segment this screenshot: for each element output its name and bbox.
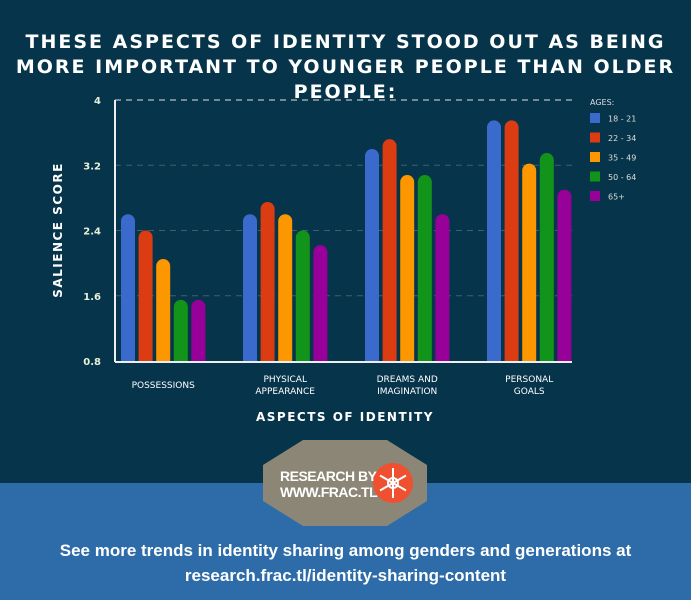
bar [295, 230, 310, 361]
legend-swatch [590, 113, 600, 123]
y-tick-label: 2.4 [83, 227, 101, 238]
bar [313, 245, 328, 361]
legend-label: 50 - 64 [608, 173, 636, 182]
title-line-1: THESE ASPECTS OF IDENTITY STOOD OUT AS B… [25, 31, 666, 53]
bar [539, 153, 554, 361]
bar [121, 214, 135, 361]
y-tick-label: 3.2 [83, 161, 101, 172]
y-tick-label: 0.8 [83, 357, 101, 368]
bar [278, 214, 293, 361]
bar [400, 175, 415, 361]
bar [435, 214, 450, 361]
y-tick-label: 1.6 [83, 292, 101, 303]
footer-link[interactable]: research.frac.tl/identity-sharing-conten… [184, 566, 507, 585]
snowflake-icon [373, 463, 413, 503]
badge-line-1: RESEARCH BY [280, 468, 377, 484]
footer-line-1: See more trends in identity sharing amon… [59, 541, 632, 560]
x-tick-label: GOALS [514, 387, 545, 397]
x-axis-label: ASPECTS OF IDENTITY [256, 410, 434, 424]
legend-label: 22 - 34 [608, 134, 636, 143]
title-line-2: MORE IMPORTANT TO YOUNGER PEOPLE THAN OL… [15, 56, 676, 103]
legend-swatch [590, 152, 600, 162]
y-axis-label: SALIENCE SCORE [51, 162, 65, 298]
x-tick-label: PERSONAL [505, 375, 553, 385]
legend-label: 18 - 21 [608, 115, 636, 124]
bar [504, 120, 519, 362]
bar [138, 230, 153, 361]
bar [173, 299, 188, 361]
bar [243, 214, 257, 361]
bar [260, 201, 275, 361]
legend-title: AGES: [590, 98, 614, 107]
legend-swatch [590, 132, 600, 143]
legend-label: 35 - 49 [608, 154, 636, 163]
bar [417, 175, 432, 361]
x-tick-label: PHYSICAL [263, 375, 307, 385]
legend-swatch [590, 191, 600, 201]
bar [365, 148, 379, 361]
x-tick-label: IMAGINATION [377, 387, 437, 397]
bar [191, 299, 206, 361]
footer-text[interactable]: See more trends in identity sharing amon… [0, 538, 691, 588]
legend-swatch [590, 171, 600, 182]
badge-text: RESEARCH BY WWW.FRAC.TL [280, 468, 378, 500]
x-tick-label: POSSESSIONS [132, 381, 196, 391]
badge-line-2: WWW.FRAC.TL [280, 484, 378, 500]
research-badge [263, 440, 427, 526]
bar-chart: 0.8 1.6 2.4 3.2 4 POSSESSIONS PHYSICAL APPEARAN… [51, 96, 636, 424]
bar [487, 120, 501, 362]
bar [557, 189, 572, 361]
bar [522, 163, 537, 361]
x-tick-label: DREAMS AND [377, 375, 438, 385]
y-tick-label: 4 [94, 96, 101, 107]
legend-label: 65+ [608, 193, 625, 202]
x-tick-label: APPEARANCE [255, 387, 315, 397]
bar [156, 259, 171, 361]
chart-title: THESE ASPECTS OF IDENTITY STOOD OUT AS B… [0, 30, 691, 105]
bar [382, 139, 397, 361]
